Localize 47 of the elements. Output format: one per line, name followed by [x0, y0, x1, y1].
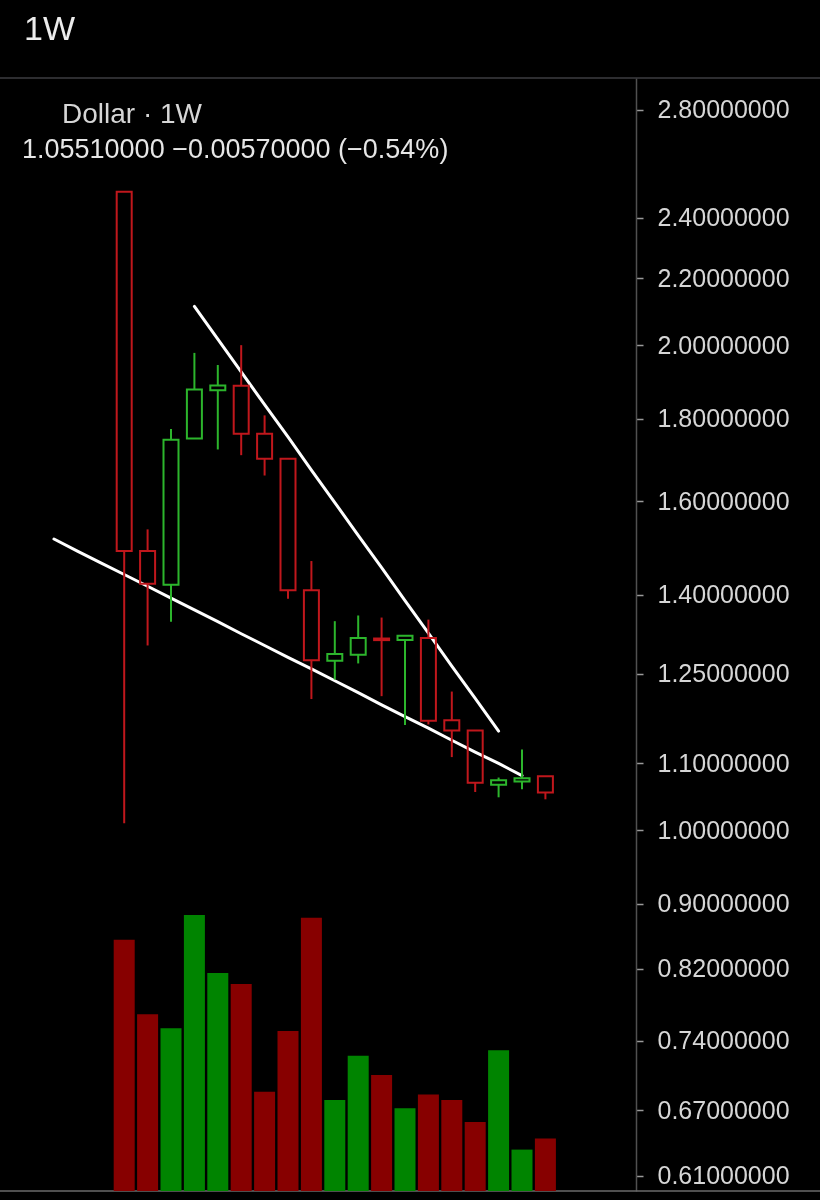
- candlestick: [209, 364, 227, 451]
- bar: [441, 1099, 463, 1191]
- y-tick-label: 1.25000000: [657, 659, 790, 688]
- y-tick-label: 0.82000000: [657, 954, 790, 983]
- bar: [137, 1014, 159, 1191]
- y-tick-label: 2.20000000: [657, 263, 790, 292]
- candlestick: [373, 616, 391, 698]
- annotation: 1.05510000 −0.00570000 (−0.54%): [22, 134, 449, 164]
- y-tick-label: 2.00000000: [657, 330, 790, 359]
- bar: [464, 1122, 486, 1191]
- bar: [254, 1091, 276, 1191]
- bar: [277, 1030, 299, 1191]
- bar: [207, 972, 229, 1191]
- bar: [160, 1028, 182, 1191]
- text: Dollar · 1W: [62, 98, 203, 129]
- y-tick-label: 0.74000000: [657, 1026, 790, 1055]
- y-tick-label: 1.10000000: [657, 748, 790, 777]
- y-tick-label: 0.90000000: [657, 889, 790, 918]
- y-tick-label: 2.40000000: [657, 203, 790, 232]
- bar: [511, 1149, 533, 1191]
- y-tick-label: 0.61000000: [657, 1161, 790, 1190]
- candlestick: [443, 690, 461, 759]
- y-tick-label: 1.80000000: [657, 404, 790, 433]
- bar: [488, 1050, 510, 1191]
- bar: [371, 1075, 393, 1191]
- bar: [230, 984, 252, 1191]
- bar: [394, 1108, 416, 1191]
- y-tick-label: 2.80000000: [657, 95, 790, 124]
- line-series: [192, 304, 501, 733]
- candlestick: [326, 620, 344, 681]
- bar: [113, 939, 135, 1191]
- bar: [300, 917, 322, 1191]
- candlestick: [232, 344, 250, 457]
- candlestick: [302, 560, 320, 701]
- chart-title: 1W: [24, 9, 75, 48]
- y-tick-label: 1.60000000: [657, 486, 790, 515]
- y-tick-label: 1.00000000: [657, 815, 790, 844]
- bar: [417, 1094, 439, 1191]
- candlestick: [256, 414, 274, 477]
- bar: [534, 1138, 556, 1191]
- candlestick: [139, 528, 157, 647]
- y-tick-label: 1.40000000: [657, 580, 790, 609]
- y-tick-label: 0.67000000: [657, 1095, 790, 1124]
- bar: [347, 1055, 369, 1191]
- bar: [324, 1099, 346, 1191]
- candlestick: [162, 428, 180, 623]
- bar: [183, 915, 205, 1191]
